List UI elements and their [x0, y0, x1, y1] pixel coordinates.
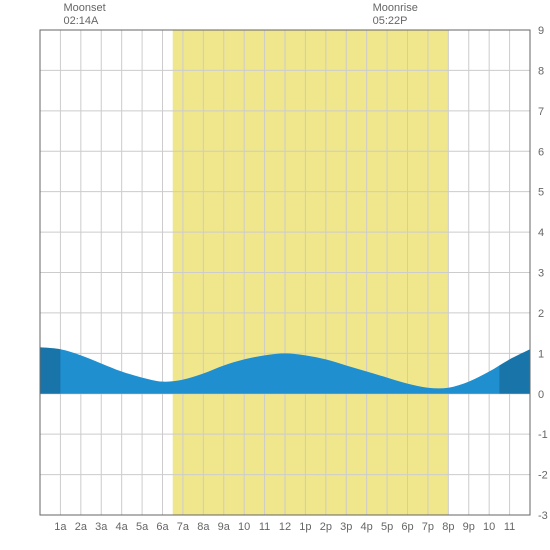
x-tick-label: 6p [401, 521, 413, 533]
tide-chart: 1a2a3a4a5a6a7a8a9a1011121p2p3p4p5p6p7p8p… [0, 0, 550, 550]
x-tick-label: 10 [238, 521, 250, 533]
x-tick-label: 7a [177, 521, 190, 533]
x-tick-label: 9a [218, 521, 231, 533]
moon-label-title: Moonrise [373, 2, 418, 15]
chart-svg: 1a2a3a4a5a6a7a8a9a1011121p2p3p4p5p6p7p8p… [0, 0, 550, 550]
x-tick-label: 12 [279, 521, 291, 533]
x-tick-label: 9p [463, 521, 475, 533]
moonrise-label: Moonrise05:22P [373, 2, 418, 28]
x-tick-label: 8a [197, 521, 210, 533]
moon-label-title: Moonset [64, 2, 106, 15]
x-tick-label: 1a [54, 521, 67, 533]
y-tick-label: 3 [538, 268, 544, 280]
moon-label-time: 02:14A [64, 15, 106, 28]
y-tick-label: 5 [538, 187, 544, 199]
y-tick-label: 1 [538, 348, 544, 360]
x-tick-label: 8p [442, 521, 454, 533]
x-tick-label: 4a [116, 521, 129, 533]
y-tick-label: 6 [538, 146, 544, 158]
y-tick-label: 9 [538, 25, 544, 37]
x-tick-label: 2p [320, 521, 332, 533]
x-tick-label: 6a [156, 521, 169, 533]
y-tick-label: -2 [538, 470, 548, 482]
moonset-label: Moonset02:14A [64, 2, 106, 28]
y-tick-label: 0 [538, 389, 544, 401]
x-tick-label: 7p [422, 521, 434, 533]
x-tick-label: 3a [95, 521, 108, 533]
x-tick-label: 2a [75, 521, 88, 533]
x-tick-label: 10 [483, 521, 495, 533]
x-tick-label: 3p [340, 521, 352, 533]
x-tick-label: 11 [504, 521, 515, 533]
x-tick-label: 11 [259, 521, 270, 533]
y-tick-label: 2 [538, 308, 544, 320]
y-tick-label: 4 [538, 227, 544, 239]
x-tick-label: 5p [381, 521, 393, 533]
y-tick-label: -3 [538, 510, 548, 522]
y-tick-label: 8 [538, 65, 544, 77]
x-tick-label: 5a [136, 521, 149, 533]
x-tick-label: 1p [299, 521, 311, 533]
x-tick-label: 4p [361, 521, 373, 533]
y-tick-label: 7 [538, 106, 544, 118]
moon-label-time: 05:22P [373, 15, 418, 28]
y-tick-label: -1 [538, 429, 548, 441]
